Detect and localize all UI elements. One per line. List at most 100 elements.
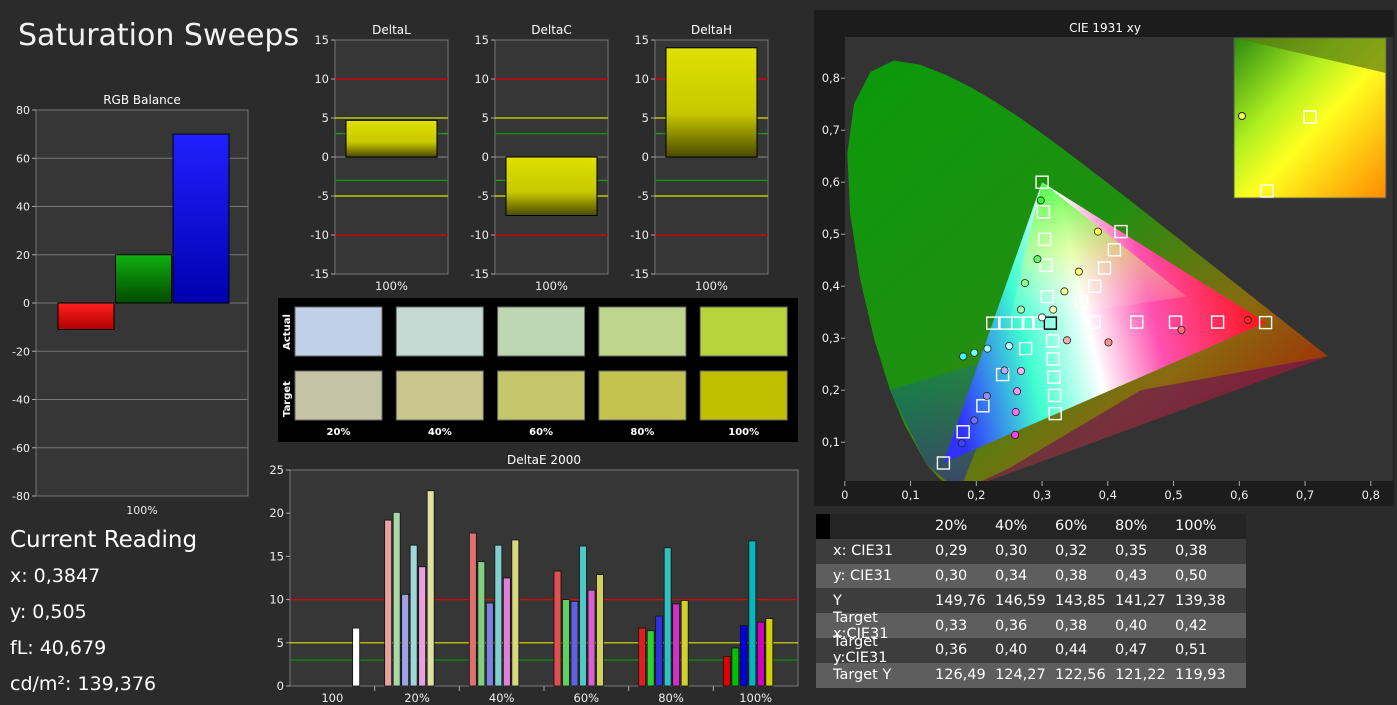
- gamut-green-overlay: [1009, 182, 1187, 323]
- y-tick-label: 0: [482, 150, 489, 164]
- deltaH-chart: DeltaH 15 10 5 0 -5 -10 -15 100%: [630, 23, 769, 292]
- y-tick-label: 10: [314, 72, 329, 86]
- bar-green: [115, 254, 172, 304]
- target-marker: [1046, 352, 1060, 366]
- deltaE-bar: [570, 600, 579, 687]
- x-tick-label: 0: [841, 488, 848, 502]
- deltaL-chart: DeltaL 15 10 5 0 -5 -10 -15 100%: [310, 23, 449, 292]
- y-tick-label: -5: [318, 189, 329, 203]
- x-tick-label: 100: [321, 691, 343, 705]
- deltaE-bar: [426, 490, 435, 687]
- deltaE-bar: [765, 618, 774, 687]
- x-tick-label: 0,8: [1362, 488, 1380, 502]
- deltaE-bar: [579, 545, 587, 687]
- page-title: Saturation Sweeps: [18, 18, 300, 53]
- measured-point: [1093, 227, 1102, 236]
- table-cell: 0,47: [1115, 642, 1148, 659]
- measured-point: [982, 391, 991, 400]
- reading-fl: fL: 40,679: [10, 637, 107, 659]
- target-marker: [1036, 205, 1051, 219]
- deltaE-bar: [384, 519, 393, 687]
- row-label: Target Y: [833, 667, 892, 684]
- bar: [505, 156, 598, 216]
- target-marker: [1037, 232, 1052, 247]
- target-marker: [1039, 258, 1053, 273]
- current-reading-panel: Current Reading x: 0,3847 y: 0,505 fL: 4…: [10, 522, 197, 702]
- table-cell: 0,32: [1055, 543, 1088, 560]
- deltaE-bar: [646, 630, 655, 687]
- target-marker: [1210, 315, 1225, 329]
- x-tick-label: 100%: [739, 691, 772, 705]
- row-label: Target y:CIE31: [833, 634, 888, 667]
- deltaE-bar: [485, 602, 494, 687]
- deltaE-bar: [502, 577, 511, 687]
- table-cell: 124,27: [995, 667, 1046, 684]
- table-cell: 0,29: [935, 543, 968, 560]
- measured-point: [1177, 325, 1186, 334]
- table-cell: 0,30: [995, 543, 1028, 560]
- target-marker: [986, 316, 1000, 330]
- measured-point: [970, 416, 979, 425]
- deltaE-bar: [756, 621, 765, 687]
- measured-point: [983, 344, 992, 353]
- table-cell: 0,33: [935, 617, 968, 634]
- y-tick-label: 40: [16, 201, 30, 214]
- y-tick-label: 0: [642, 150, 649, 164]
- table-cell: 0,38: [1055, 567, 1088, 584]
- x-tick-label: 0,7: [1296, 488, 1314, 502]
- target-marker: [1045, 334, 1060, 348]
- deltaE-bar: [748, 540, 757, 687]
- table-cell: 80%: [1115, 518, 1148, 535]
- deltaE-bar: [553, 570, 562, 687]
- y-tick-label: -10: [310, 228, 329, 242]
- target-marker: [1168, 315, 1183, 329]
- color-swatch-panel: Actual Target 20% 40% 60% 80% 100%: [278, 298, 798, 442]
- x-tick-label: 100%: [535, 279, 568, 292]
- deltaE-bar: [562, 599, 570, 687]
- measured-point: [1005, 341, 1014, 350]
- table-cell: 146,59: [995, 592, 1046, 609]
- measured-point: [957, 439, 966, 448]
- table-cell: 0,51: [1175, 642, 1208, 659]
- target-marker: [1035, 175, 1049, 189]
- y-tick-label: 80: [16, 104, 30, 117]
- y-tick-label: 15: [314, 33, 329, 47]
- x-tick-label: 20%: [404, 691, 430, 705]
- table-cell: 20%: [935, 518, 968, 535]
- measured-point: [1074, 267, 1083, 276]
- deltaE-bar: [587, 589, 596, 687]
- y-tick-label: 15: [474, 33, 489, 47]
- chart-title: DeltaL: [372, 23, 411, 37]
- table-cell: 0,40: [1115, 617, 1148, 634]
- deltaE-bar: [672, 603, 681, 687]
- y-tick-label: -15: [470, 267, 489, 281]
- y-tick-label: 15: [269, 549, 284, 563]
- x-tick-label: 40%: [489, 691, 515, 705]
- y-tick-label: 10: [474, 72, 489, 86]
- inset-target-marker: [1260, 184, 1274, 198]
- measured-point: [1011, 408, 1020, 417]
- y-tick-label: -5: [478, 189, 489, 203]
- swatch-actual: [598, 306, 687, 357]
- target-marker: [1087, 279, 1102, 293]
- deltaE-bar: [663, 547, 672, 687]
- y-tick-label: -40: [12, 394, 30, 407]
- measured-point: [1000, 366, 1009, 375]
- target-marker: [1258, 315, 1273, 330]
- x-tick-label: 100%: [126, 504, 157, 517]
- swatch-row-label: Actual: [282, 314, 293, 350]
- target-marker: [1097, 261, 1112, 275]
- measured-point: [1038, 313, 1047, 322]
- locus-purple-region: [981, 356, 1328, 481]
- table-row: y: CIE31 0,30 0,34 0,38 0,43 0,50: [816, 563, 1246, 589]
- inset-target-marker: [1303, 110, 1317, 124]
- y-tick-label: 0,6: [822, 175, 840, 189]
- target-marker: [1047, 370, 1061, 384]
- table-cell: 139,38: [1175, 592, 1226, 609]
- plot-area: [289, 469, 799, 687]
- swatch-column-label: 80%: [630, 427, 654, 438]
- y-tick-label: 5: [322, 111, 329, 125]
- white-point-marker: [1043, 316, 1058, 330]
- target-marker: [1107, 243, 1122, 257]
- swatch-column-label: 60%: [529, 427, 553, 438]
